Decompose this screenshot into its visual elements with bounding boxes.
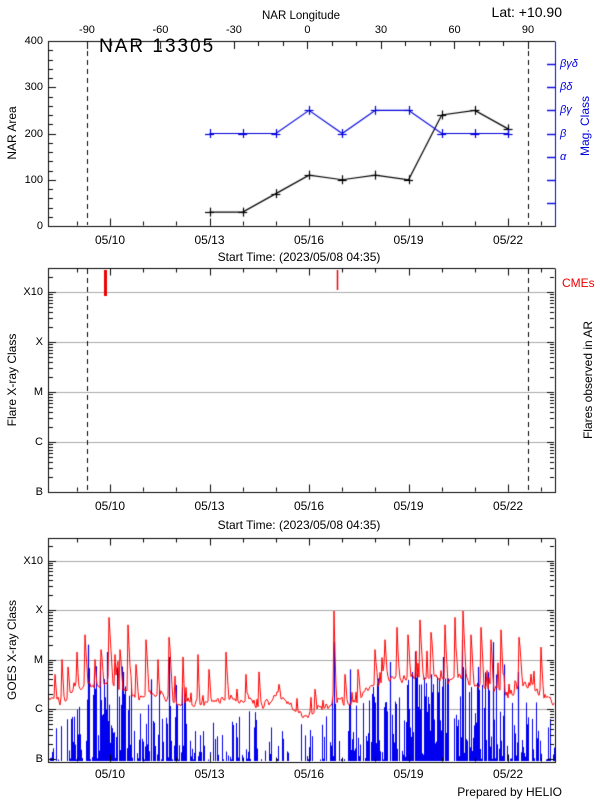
date-tick-label: 05/10 <box>94 499 126 513</box>
goes-class-tick-label: X <box>35 604 43 616</box>
date-tick-label: 05/19 <box>393 499 424 513</box>
start-time-label-top: Start Time: (2023/05/08 04:35) <box>217 250 381 264</box>
mag-class-tick-label: βδ <box>560 81 573 94</box>
date-tick-label: 05/19 <box>393 233 424 247</box>
latitude-label: Lat: +10.90 <box>491 4 562 20</box>
mag-class-tick-label: α <box>560 150 567 163</box>
goes-class-tick-label: B <box>35 752 43 765</box>
flares-observed-axis-label: Flares observed in AR <box>581 320 595 440</box>
page-title: NAR 13305 <box>99 36 216 57</box>
flare-class-tick-label: M <box>33 386 43 398</box>
date-tick-label: 05/16 <box>294 499 325 513</box>
flare-class-tick-label: X10 <box>23 286 43 298</box>
date-tick-label: 05/22 <box>493 499 524 513</box>
date-tick-label: 05/19 <box>393 767 424 781</box>
longitude-tick-label: -60 <box>152 24 169 36</box>
start-time-label-middle: Start Time: (2023/05/08 04:35) <box>217 518 381 532</box>
date-tick-label: 05/22 <box>493 767 524 781</box>
longitude-tick-label: 0 <box>304 24 311 36</box>
longitude-tick-label: -30 <box>226 24 242 36</box>
mag-class-tick-label: βγδ <box>560 58 578 71</box>
date-tick-label: 05/22 <box>493 233 524 247</box>
date-tick-label: 05/10 <box>94 767 126 781</box>
flare-class-tick-label: C <box>35 436 43 448</box>
area-tick-label: 200 <box>24 127 43 140</box>
mag-class-axis-label: Mag. Class <box>578 95 592 157</box>
cmes-label: CMEs <box>562 276 595 290</box>
goes-class-tick-label: X10 <box>23 554 43 567</box>
date-tick-label: 05/16 <box>294 767 325 781</box>
area-tick-label: 400 <box>24 35 43 47</box>
flare-class-tick-label: B <box>35 486 43 498</box>
area-tick-label: 100 <box>24 173 43 186</box>
longitude-tick-label: 90 <box>521 24 535 36</box>
date-tick-label: 05/13 <box>194 233 225 247</box>
longitude-tick-label: 60 <box>448 24 461 36</box>
longitude-axis-title: NAR Longitude <box>262 10 340 22</box>
date-tick-label: 05/13 <box>194 499 225 513</box>
goes-class-tick-label: M <box>33 653 43 666</box>
date-tick-label: 05/10 <box>94 233 126 247</box>
date-tick-label: 05/13 <box>194 767 225 781</box>
mag-class-tick-label: β <box>560 127 567 140</box>
longitude-tick-label: -90 <box>79 24 95 36</box>
mag-class-tick-label: βγ <box>560 104 572 117</box>
area-tick-label: 300 <box>24 81 43 94</box>
prepared-by-label: Prepared by HELIO <box>457 785 562 799</box>
longitude-tick-label: 30 <box>374 24 388 36</box>
date-tick-label: 05/16 <box>294 233 325 247</box>
area-tick-label: 0 <box>36 220 43 232</box>
goes-class-tick-label: C <box>35 703 43 715</box>
flare-class-tick-label: X <box>35 336 43 348</box>
